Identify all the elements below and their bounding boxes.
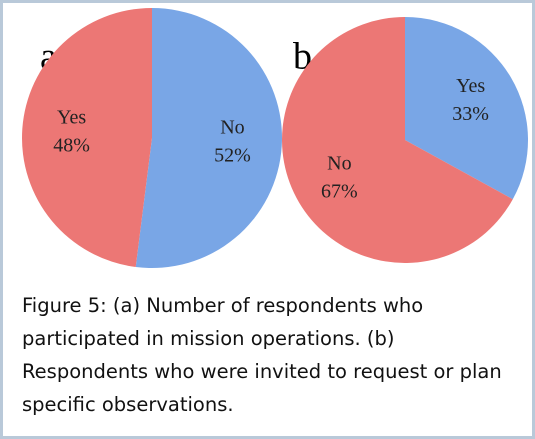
pie-slice (405, 17, 528, 200)
slice-category: No (327, 152, 351, 174)
slice-value: 48% (53, 135, 90, 157)
pie-slice (21, 8, 152, 267)
slice-category: No (220, 117, 244, 139)
slice-value: 33% (452, 103, 489, 125)
slice-value: 67% (321, 180, 358, 202)
caption: Figure 5: (a) Number of respondents who … (22, 294, 502, 416)
pie-slice (282, 17, 513, 263)
pie-slice (135, 8, 282, 268)
slice-value: 52% (214, 145, 251, 167)
slice-category: Yes (57, 107, 86, 129)
slice-category: Yes (456, 75, 485, 97)
